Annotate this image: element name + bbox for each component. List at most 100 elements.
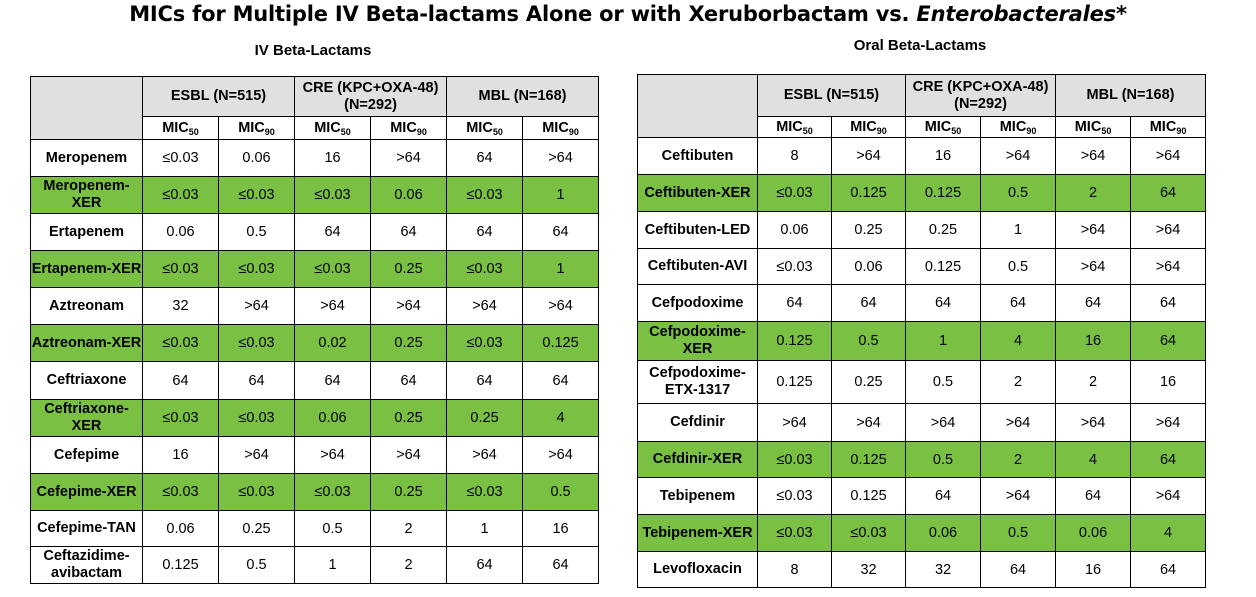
mic-value: 0.5 — [294, 510, 372, 547]
mic-label: MIC — [314, 119, 341, 136]
mic50-header: MIC50 — [446, 116, 524, 140]
mic-value: ≤0.03 — [217, 473, 296, 511]
mic-value: 64 — [1130, 551, 1207, 588]
mic-value: 4 — [980, 321, 1057, 361]
drug-name: Ceftibuten-XER — [637, 174, 758, 212]
table-row: Cefepime 16 >64 >64 >64 >64 >64 — [30, 436, 600, 474]
mic90-header: MIC90 — [217, 116, 296, 140]
corner-cell — [30, 76, 143, 140]
mic-value: ≤0.03 — [446, 250, 524, 288]
mic-value: 64 — [446, 139, 524, 177]
table-row: Aztreonam 32 >64 >64 >64 >64 >64 — [30, 287, 600, 325]
drug-name: Cefpodoxime-ETX-1317 — [637, 360, 758, 404]
mic-value: 1 — [446, 510, 524, 547]
mic-value: >64 — [1130, 211, 1207, 249]
drug-name: Cefpodoxime — [637, 284, 758, 322]
mic-value: 0.25 — [905, 211, 982, 249]
mic-subscript: 90 — [1026, 125, 1037, 136]
mic-label: MIC — [466, 119, 493, 136]
mic-value: ≤0.03 — [142, 139, 219, 177]
group-header-row: ESBL (N=515) CRE (KPC+OXA-48) (N=292) MBL … — [637, 74, 1207, 138]
mic-value: 2 — [370, 546, 448, 584]
mic-value: ≤0.03 — [446, 324, 524, 362]
mic-label: MIC — [542, 119, 569, 136]
mic-value: ≤0.03 — [757, 477, 832, 515]
drug-name: Ceftriaxone — [30, 361, 143, 400]
group-header: CRE (KPC+OXA-48) (N=292) — [905, 74, 1057, 117]
mic-subscript: 90 — [876, 125, 887, 136]
mic-value: 2 — [1055, 360, 1132, 404]
mic-value: 0.06 — [757, 211, 832, 249]
mic-value: ≤0.03 — [217, 324, 296, 362]
mic-value: ≤0.03 — [757, 248, 832, 285]
mic-value: 64 — [757, 284, 832, 322]
mic-value: >64 — [980, 477, 1057, 515]
mic-value: 0.25 — [370, 250, 448, 288]
mic-value: 0.125 — [905, 248, 982, 285]
drug-name: Levofloxacin — [637, 551, 758, 588]
mic-value: 0.06 — [217, 139, 296, 177]
mic-value: 2 — [980, 441, 1057, 478]
iv-table-heading: IV Beta-Lactams — [254, 42, 372, 59]
table-row: Cefepime-TAN 0.06 0.25 0.5 2 1 16 — [30, 510, 600, 547]
mic-value: 1 — [294, 546, 372, 584]
mic-value: 32 — [830, 551, 907, 588]
drug-name: Ceftibuten-AVI — [637, 248, 758, 285]
mic-value: 0.5 — [217, 546, 296, 584]
drug-name: Cefdinir — [637, 403, 758, 442]
mic-subscript: 50 — [1101, 125, 1112, 136]
mic-value: 4 — [1055, 441, 1132, 478]
mic-value: >64 — [446, 287, 524, 325]
group-header: MBL (N=168) — [446, 76, 600, 117]
mic-value: 64 — [446, 361, 524, 400]
iv-mic-table: ESBL (N=515) CRE (KPC+OXA-48) (N=292) MBL … — [30, 76, 600, 584]
table-row: Cefdinir-XER ≤0.03 0.125 0.5 2 4 64 — [637, 441, 1207, 478]
mic-value: >64 — [1130, 477, 1207, 515]
mic-value: 32 — [905, 551, 982, 588]
table-row: Meropenem ≤0.03 0.06 16 >64 64 >64 — [30, 139, 600, 177]
mic50-header: MIC50 — [294, 116, 372, 140]
mic-subscript: 50 — [951, 125, 962, 136]
mic-value: 64 — [1130, 321, 1207, 361]
mic-value: 0.125 — [522, 324, 600, 362]
mic-value: >64 — [370, 287, 448, 325]
mic-value: >64 — [522, 436, 600, 474]
mic-subscript: 90 — [264, 126, 275, 137]
table-row: Ceftriaxone-XER ≤0.03 ≤0.03 0.06 0.25 0.25 4 — [30, 399, 600, 437]
drug-name: Cefepime-XER — [30, 473, 143, 511]
mic-value: 64 — [217, 361, 296, 400]
mic-value: 4 — [1130, 514, 1207, 552]
mic-value: 64 — [370, 213, 448, 251]
mic-value: 0.06 — [830, 248, 907, 285]
drug-name: Meropenem — [30, 139, 143, 177]
mic-value: 0.06 — [905, 514, 982, 552]
table-row: Ceftibuten 8 >64 16 >64 >64 >64 — [637, 137, 1207, 175]
drug-name: Cefepime — [30, 436, 143, 474]
mic-value: ≤0.03 — [446, 176, 524, 214]
mic-value: >64 — [1130, 248, 1207, 285]
group-header: MBL (N=168) — [1055, 74, 1207, 117]
mic-value: 64 — [294, 361, 372, 400]
mic-value: 1 — [905, 321, 982, 361]
table-row: Aztreonam-XER ≤0.03 ≤0.03 0.02 0.25 ≤0.03 0.12… — [30, 324, 600, 362]
mic-value: 0.5 — [980, 174, 1057, 212]
mic-value: 0.25 — [217, 510, 296, 547]
mic-value: 0.02 — [294, 324, 372, 362]
drug-name: Aztreonam-XER — [30, 324, 143, 362]
mic-value: 0.25 — [830, 211, 907, 249]
mic-value: 2 — [370, 510, 448, 547]
mic50-header: MIC50 — [142, 116, 219, 140]
mic-value: 64 — [294, 213, 372, 251]
mic-value: >64 — [830, 137, 907, 175]
table-row: Tebipenem-XER ≤0.03 ≤0.03 0.06 0.5 0.06 4 — [637, 514, 1207, 552]
mic-value: 16 — [1055, 321, 1132, 361]
mic-value: 64 — [1130, 174, 1207, 212]
mic-value: >64 — [1130, 403, 1207, 442]
mic-value: 0.25 — [446, 399, 524, 437]
mic90-header: MIC90 — [522, 116, 600, 140]
mic-subscript: 90 — [1176, 125, 1187, 136]
mic-value: 0.125 — [830, 441, 907, 478]
mic-value: 64 — [522, 546, 600, 584]
mic-value: 0.125 — [142, 546, 219, 584]
mic-value: 0.25 — [830, 360, 907, 404]
